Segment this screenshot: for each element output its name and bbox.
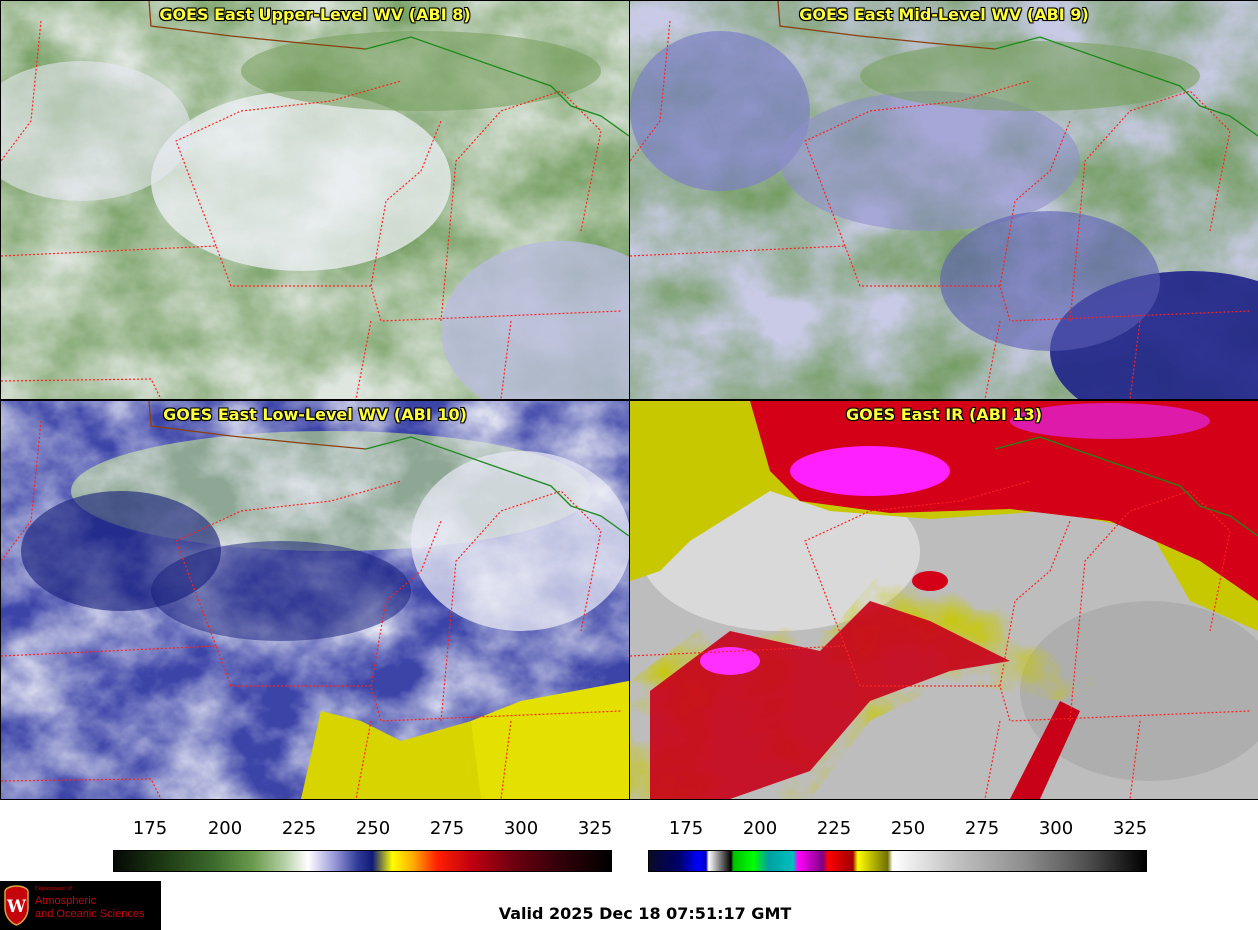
ir-tick-label: 200 [742,818,778,839]
ir-panel: GOES East IR (ABI 13) [629,400,1258,800]
upper-level-wv-panel: GOES East Upper-Level WV (ABI 8) [0,0,630,400]
logo-line-1: Atmospheric [35,895,97,907]
panel-title: GOES East Low-Level WV (ABI 10) [163,405,467,424]
ir-tick-label: 325 [1112,818,1148,839]
upper-level-wv-image [1,1,629,399]
ir-image [630,401,1258,799]
ir-colorbar [648,850,1147,872]
ir-tick-label: 225 [816,818,852,839]
wv-colorbar [113,850,612,872]
panel-title: GOES East Mid-Level WV (ABI 9) [799,5,1089,24]
wv-tick-label: 225 [281,818,317,839]
ir-tick-label: 175 [668,818,704,839]
wv-tick-label: 325 [577,818,613,839]
wv-tick-label: 300 [503,818,539,839]
mid-level-wv-panel: GOES East Mid-Level WV (ABI 9) [629,0,1258,400]
valid-time: Valid 2025 Dec 18 07:51:17 GMT [498,904,792,923]
logo-department: Department of [35,886,72,892]
wv-tick-label: 175 [132,818,168,839]
aos-logo: W Department of Atmospheric and Oceanic … [0,881,161,930]
wv-tick-label: 200 [207,818,243,839]
uw-crest-icon: W [4,885,29,926]
panel-title: GOES East IR (ABI 13) [845,405,1043,424]
ir-tick-label: 275 [964,818,1000,839]
ir-tick-label: 250 [890,818,926,839]
ir-tick-label: 300 [1038,818,1074,839]
low-level-wv-image [1,401,629,799]
panel-title: GOES East Upper-Level WV (ABI 8) [159,5,471,24]
wv-tick-label: 275 [429,818,465,839]
logo-line-2: and Oceanic Sciences [35,908,145,920]
wv-tick-label: 250 [355,818,391,839]
mid-level-wv-image [630,1,1258,399]
svg-text:W: W [6,897,27,917]
low-level-wv-panel: GOES East Low-Level WV (ABI 10) [0,400,630,800]
